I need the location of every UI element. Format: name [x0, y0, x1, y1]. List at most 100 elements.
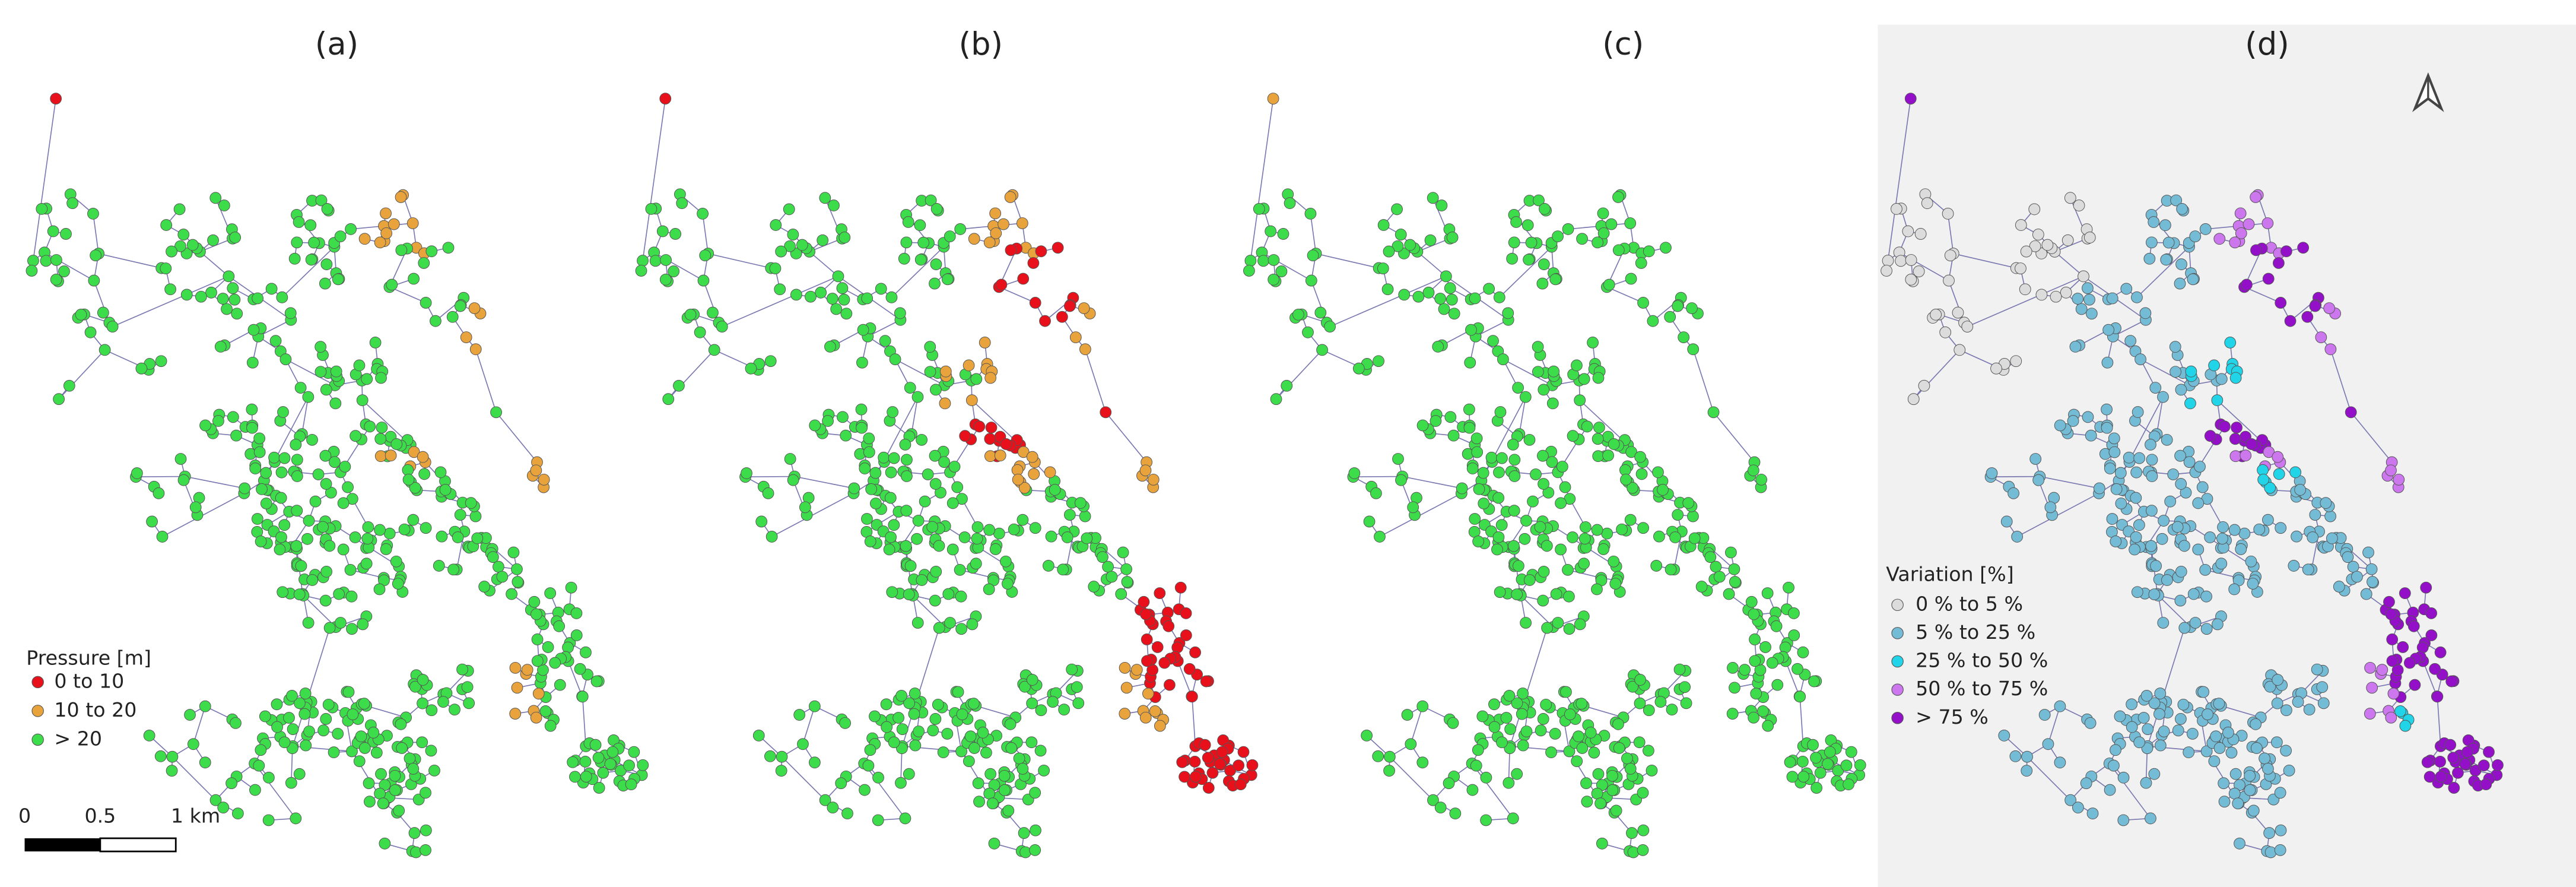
- legend-label: 10 to 20: [54, 698, 136, 721]
- junction-node: [911, 617, 924, 629]
- junction-node: [880, 698, 892, 711]
- junction-node: [2084, 717, 2097, 729]
- junction-node: [1002, 578, 1014, 590]
- junction-node: [1163, 679, 1176, 691]
- junction-node: [428, 764, 440, 777]
- junction-node: [2351, 571, 2363, 583]
- junction-node: [452, 531, 464, 543]
- junction-node: [939, 365, 952, 378]
- junction-node: [909, 739, 922, 752]
- junction-node: [1653, 530, 1665, 543]
- junction-node: [2215, 557, 2228, 570]
- junction-node: [228, 293, 241, 306]
- junction-node: [26, 265, 38, 277]
- junction-node: [337, 543, 350, 556]
- junction-node: [929, 478, 942, 490]
- junction-node: [1621, 752, 1633, 765]
- junction-node: [2133, 736, 2146, 749]
- junction-node: [377, 797, 389, 810]
- junction-node: [2101, 403, 2113, 416]
- junction-node: [246, 356, 259, 369]
- junction-node: [420, 522, 432, 534]
- junction-node: [99, 344, 111, 356]
- junction-node: [531, 655, 544, 667]
- junction-node: [984, 372, 997, 384]
- junction-node: [1532, 341, 1544, 353]
- junction-node: [2383, 595, 2395, 608]
- junction-node: [1796, 756, 1809, 768]
- junction-node: [1555, 543, 1567, 556]
- junction-node: [1576, 233, 1588, 245]
- junction-node: [263, 771, 275, 784]
- junction-node: [2324, 343, 2337, 356]
- junction-node: [346, 745, 358, 758]
- junction-node: [2110, 744, 2121, 756]
- junction-node: [2477, 759, 2490, 772]
- junction-node: [1627, 481, 1638, 494]
- junction-node: [344, 563, 357, 576]
- junction-node: [819, 794, 831, 806]
- junction-node: [2169, 341, 2181, 353]
- junction-node: [302, 391, 315, 403]
- junction-node: [177, 474, 190, 486]
- junction-node: [2218, 777, 2230, 790]
- junction-node: [956, 708, 968, 721]
- junction-node: [320, 384, 332, 396]
- junction-node: [274, 543, 286, 556]
- junction-node: [2366, 682, 2378, 694]
- junction-node: [1149, 705, 1161, 717]
- junction-node: [1584, 727, 1597, 739]
- junction-node: [1552, 230, 1564, 243]
- junction-node: [249, 784, 261, 796]
- junction-node: [1138, 595, 1150, 608]
- junction-node: [659, 93, 672, 105]
- junction-node: [337, 497, 350, 509]
- junction-node: [1624, 217, 1637, 229]
- junction-node: [408, 827, 421, 839]
- junction-node: [576, 690, 589, 703]
- junction-node: [409, 680, 421, 693]
- junction-node: [2261, 217, 2274, 229]
- junction-node: [199, 419, 211, 432]
- junction-node: [420, 787, 431, 799]
- junction-node: [848, 482, 860, 495]
- junction-node: [1608, 438, 1620, 450]
- junction-node: [1503, 690, 1516, 702]
- junction-node: [2148, 768, 2161, 780]
- junction-node: [2288, 560, 2300, 572]
- junction-node: [1840, 759, 1853, 772]
- junction-node: [1234, 778, 1247, 791]
- junction-node: [716, 321, 728, 332]
- junction-node: [790, 289, 802, 301]
- junction-node: [2139, 307, 2152, 319]
- junction-node: [309, 495, 322, 508]
- junction-node: [1523, 433, 1536, 446]
- junction-node: [1939, 326, 1952, 338]
- junction-node: [1305, 274, 1317, 287]
- junction-node: [2213, 698, 2225, 710]
- junction-node: [1016, 217, 1028, 229]
- junction-node: [160, 262, 172, 274]
- junction-node: [2397, 641, 2409, 653]
- junction-node: [2386, 655, 2399, 667]
- junction-node: [544, 720, 557, 732]
- junction-node: [2263, 446, 2275, 458]
- junction-node: [1592, 433, 1604, 445]
- junction-node: [1017, 514, 1029, 526]
- junction-node: [1154, 720, 1166, 732]
- junction-node: [1550, 588, 1562, 600]
- junction-node: [797, 738, 809, 750]
- junction-node: [1574, 618, 1586, 631]
- junction-node: [315, 366, 327, 378]
- junction-node: [1383, 750, 1396, 763]
- junction-node: [335, 617, 347, 629]
- junction-node: [425, 704, 438, 717]
- junction-node: [1616, 523, 1628, 536]
- junction-node: [1307, 249, 1319, 262]
- junction-node: [1527, 495, 1539, 508]
- junction-node: [293, 588, 306, 600]
- legend-label: 5 % to 25 %: [1916, 620, 2035, 644]
- junction-node: [90, 249, 102, 262]
- junction-node: [1503, 777, 1515, 789]
- junction-node: [409, 481, 421, 494]
